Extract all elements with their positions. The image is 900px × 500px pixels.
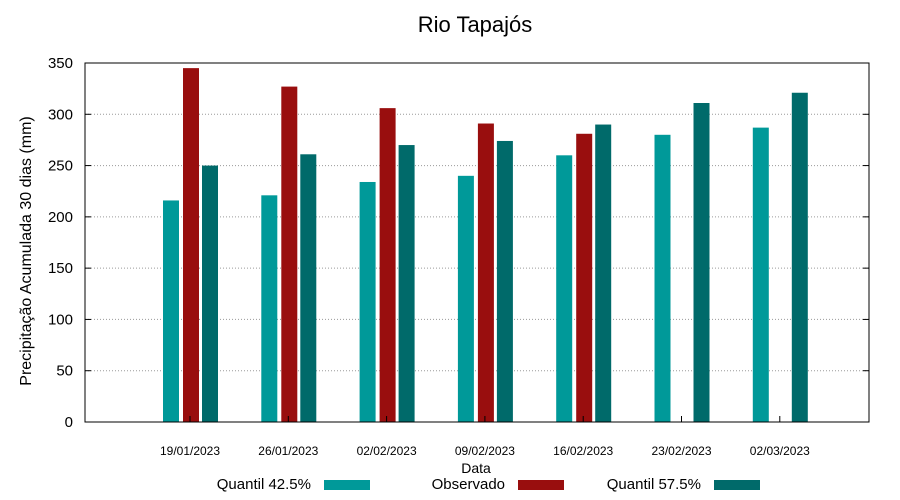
x-tick-label: 16/02/2023 xyxy=(553,444,613,458)
y-tick-label: 200 xyxy=(48,209,73,226)
axes-layer: 0 50 100 150 200 250 300 350 19/01/2023 26/01/202… xyxy=(48,55,870,458)
y-tick-label: 300 xyxy=(48,106,73,123)
bar xyxy=(752,127,769,423)
bar xyxy=(496,140,513,422)
x-tick-label: 02/03/2023 xyxy=(750,444,810,458)
x-tick-label: 26/01/2023 xyxy=(258,444,318,458)
bar xyxy=(202,165,218,423)
bar xyxy=(576,133,593,422)
legend-label: Observado xyxy=(432,476,505,493)
bar xyxy=(791,92,808,422)
chart-title: Rio Tapajós xyxy=(418,12,533,37)
bar xyxy=(654,134,671,423)
bars-layer xyxy=(163,68,808,423)
legend-swatch xyxy=(324,480,370,490)
bar xyxy=(379,108,396,422)
x-tick-label: 23/02/2023 xyxy=(651,444,711,458)
bar xyxy=(281,86,298,422)
legend: Quantil 42.5% Observado Quantil 57.5% xyxy=(217,476,760,493)
bar xyxy=(457,175,474,422)
bar xyxy=(398,145,415,423)
bar xyxy=(595,124,612,423)
y-tick-label: 250 xyxy=(48,158,73,175)
legend-label: Quantil 57.5% xyxy=(607,476,701,493)
legend-swatch xyxy=(518,480,564,490)
plot-frame xyxy=(84,62,870,423)
bar xyxy=(163,200,179,422)
y-tick-label: 100 xyxy=(48,311,73,328)
x-tick-label: 09/02/2023 xyxy=(455,444,515,458)
x-tick-label: 02/02/2023 xyxy=(357,444,417,458)
bar xyxy=(359,181,376,422)
y-tick-label: 0 xyxy=(65,414,73,431)
bar xyxy=(477,123,494,422)
y-tick-label: 50 xyxy=(56,363,73,380)
y-tick-label: 150 xyxy=(48,260,73,277)
y-tick-label: 350 xyxy=(48,55,73,72)
bar xyxy=(261,195,278,422)
x-tick-label: 19/01/2023 xyxy=(160,444,220,458)
bar xyxy=(693,103,710,422)
y-axis-label: Precipitação Acumulada 30 dias (mm) xyxy=(18,116,35,385)
legend-swatch xyxy=(714,480,760,490)
bar xyxy=(556,155,573,423)
bar xyxy=(300,154,317,422)
legend-label: Quantil 42.5% xyxy=(217,476,311,493)
bar xyxy=(183,68,199,422)
x-axis-label: Data xyxy=(461,460,491,476)
